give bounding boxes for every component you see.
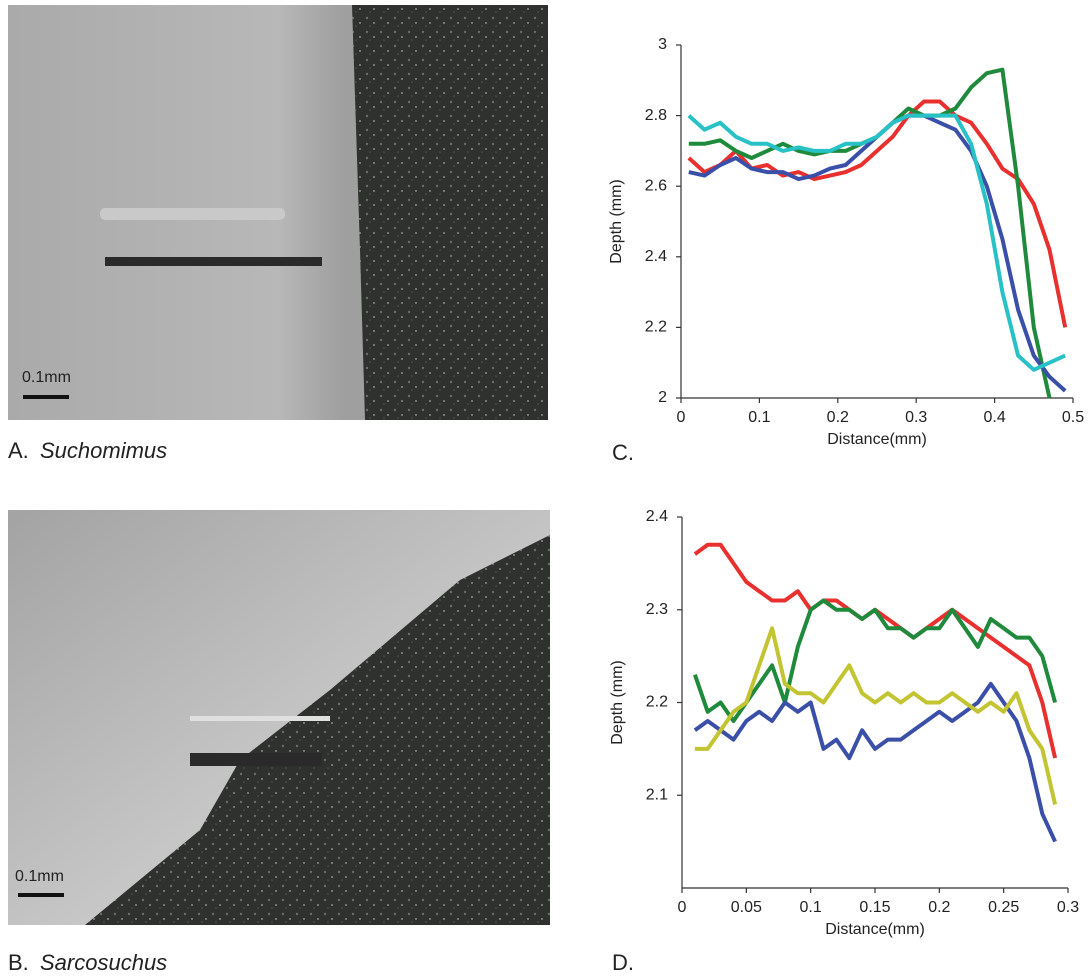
x-tick-label: 0 <box>677 409 686 426</box>
x-tick-label: 0.3 <box>1057 899 1079 916</box>
x-tick-label: 0.4 <box>983 409 1005 426</box>
y-tick-label: 3 <box>658 36 667 53</box>
data-line <box>687 113 1067 372</box>
panel-label: C. <box>612 440 634 465</box>
photo-a <box>8 5 548 420</box>
y-tick-label: 2.4 <box>646 508 668 525</box>
x-tick-label: 0.05 <box>731 899 762 916</box>
data-line <box>688 67 1052 399</box>
scale-label: 0.1mm <box>15 868 64 885</box>
y-tick-label: 2.2 <box>645 319 667 336</box>
y-tick-label: 2.8 <box>645 107 667 124</box>
y-axis-title: Depth (mm) <box>609 660 626 744</box>
data-line <box>693 681 1057 843</box>
data-line <box>693 598 1058 723</box>
panel-label: D. <box>612 950 634 975</box>
y-tick-label: 2.1 <box>646 786 668 803</box>
data-line <box>693 542 1058 759</box>
y-tick-label: 2.2 <box>646 694 668 711</box>
x-tick-label: 0.5 <box>1062 409 1084 426</box>
x-tick-label: 0.3 <box>905 409 927 426</box>
x-tick-label: 0.25 <box>988 899 1019 916</box>
panel-title: Suchomimus <box>40 438 167 463</box>
y-tick-label: 2 <box>658 389 667 406</box>
x-axis-title: Distance(mm) <box>827 431 927 448</box>
x-tick-label: 0 <box>678 899 687 916</box>
panel-title: Sarcosuchus <box>40 950 167 975</box>
y-tick-label: 2.4 <box>645 248 667 265</box>
data-line <box>694 626 1058 805</box>
x-axis-title: Distance(mm) <box>825 921 925 938</box>
panel-label: B. <box>8 950 29 975</box>
x-tick-label: 0.15 <box>859 899 890 916</box>
y-axis-title: Depth (mm) <box>608 179 625 263</box>
photo-b <box>8 510 550 925</box>
x-tick-label: 0.2 <box>827 409 849 426</box>
scale-label: 0.1mm <box>22 369 71 386</box>
x-tick-label: 0.1 <box>800 899 822 916</box>
x-tick-label: 0.2 <box>928 899 950 916</box>
panel-label: A. <box>8 438 29 463</box>
y-tick-label: 2.3 <box>646 601 668 618</box>
x-tick-label: 0.1 <box>748 409 770 426</box>
y-tick-label: 2.6 <box>645 177 667 194</box>
